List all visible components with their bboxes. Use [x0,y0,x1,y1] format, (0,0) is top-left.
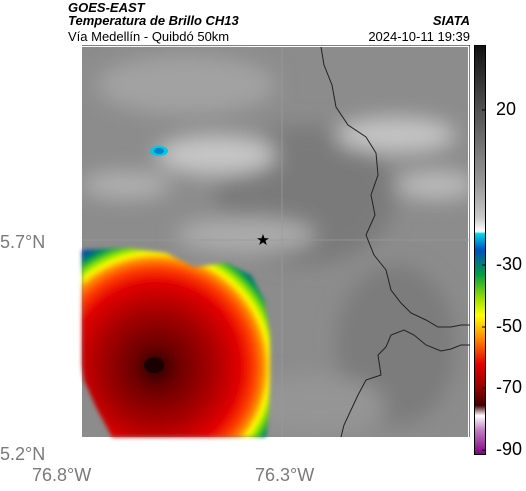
colorbar-tick-minus-90: -90 [496,439,523,459]
source-label: SIATA [432,13,470,28]
colorbar-tick-20: 20 [496,99,517,119]
lon-label-76-3: 76.3°W [255,465,315,485]
product-title: Temperatura de Brillo CH13 [68,13,239,28]
colorbar-tick-minus-70: -70 [496,377,523,397]
region-subtitle: Vía Medellín - Quibdó 50km [68,29,230,44]
lat-label-5-7: 5.7°N [0,232,46,252]
colorbar-tick-minus-30: -30 [496,254,523,274]
colorbar-tick-minus-50: -50 [496,316,523,336]
star-icon [257,234,269,245]
satellite-map [66,45,470,455]
lat-label-5-2: 5.2°N [0,444,46,464]
colorbar [474,45,486,455]
lon-label-76-8: 76.8°W [32,465,92,485]
timestamp: 2024-10-11 19:39 [368,29,470,44]
satellite-title: GOES-EAST [68,0,145,15]
